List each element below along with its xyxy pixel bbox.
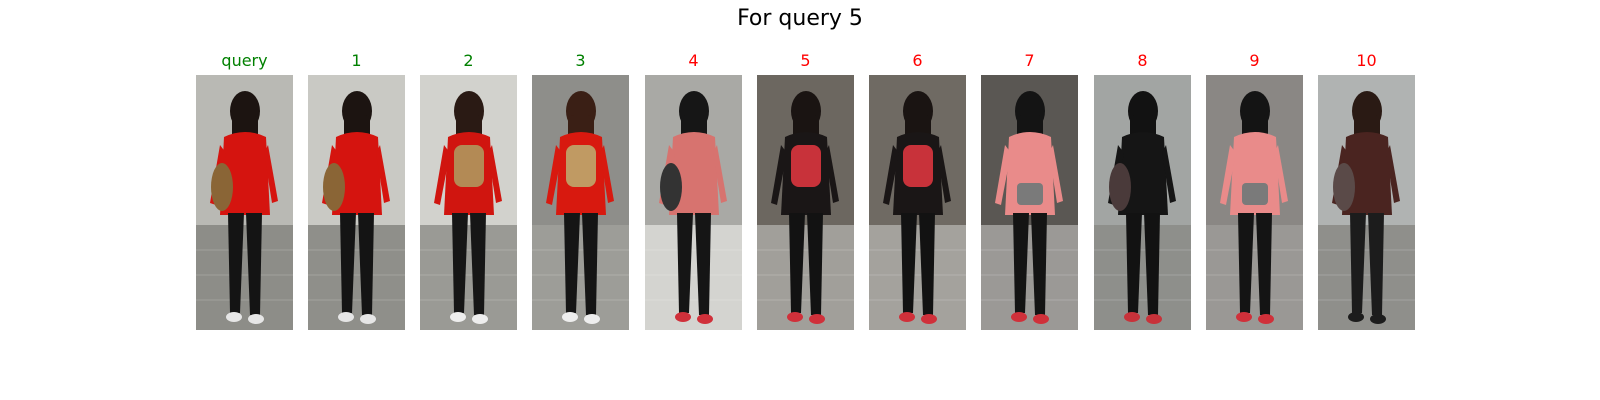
rank-panel-10: 10 [1318, 48, 1415, 330]
rank-label: 10 [1356, 51, 1377, 70]
retrieved-image [869, 75, 966, 330]
rank-panel-5: 5 [757, 48, 854, 330]
rank-label: 1 [351, 51, 362, 70]
rank-panel-3: 3 [532, 48, 629, 330]
rank-label: 6 [912, 51, 923, 70]
rank-panel-6: 6 [869, 48, 966, 330]
retrieved-image [308, 75, 405, 330]
retrieved-image [1094, 75, 1191, 330]
rank-label: 9 [1249, 51, 1260, 70]
rank-label: 4 [688, 51, 699, 70]
retrieved-image [1318, 75, 1415, 330]
rank-label: 8 [1137, 51, 1148, 70]
retrieved-image [981, 75, 1078, 330]
retrieved-image [757, 75, 854, 330]
rank-panel-9: 9 [1206, 48, 1303, 330]
rank-panel-8: 8 [1094, 48, 1191, 330]
rank-label: 5 [800, 51, 811, 70]
retrieved-image [420, 75, 517, 330]
rank-label: 3 [575, 51, 586, 70]
rank-panel-1: 1 [308, 48, 405, 330]
rank-panel-2: 2 [420, 48, 517, 330]
query-image [196, 75, 293, 330]
query-panel: query [196, 48, 293, 330]
rank-panel-7: 7 [981, 48, 1078, 330]
query-label: query [221, 51, 268, 70]
rank-label: 2 [463, 51, 474, 70]
rank-panel-4: 4 [645, 48, 742, 330]
retrieved-image [532, 75, 629, 330]
retrieved-image [1206, 75, 1303, 330]
retrieved-image [645, 75, 742, 330]
rank-label: 7 [1024, 51, 1035, 70]
figure-title: For query 5 [737, 6, 863, 31]
